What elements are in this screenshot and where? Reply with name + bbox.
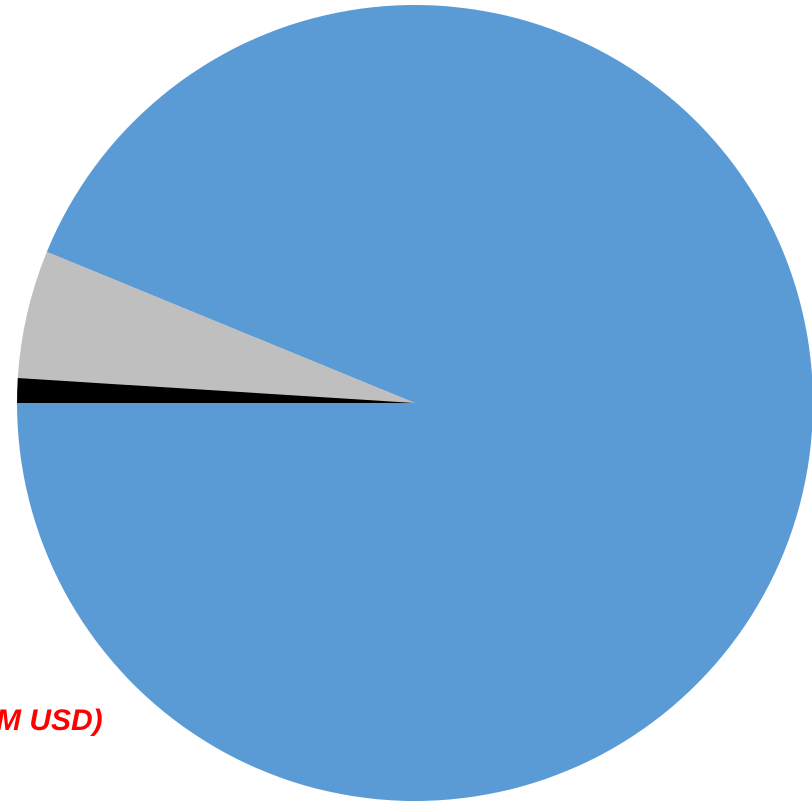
annotation-label: M USD) xyxy=(0,704,103,737)
pie-slice-2 xyxy=(17,251,415,403)
pie-slices xyxy=(17,5,812,801)
pie-slice-3 xyxy=(17,378,415,403)
pie-slice-1 xyxy=(17,5,812,801)
